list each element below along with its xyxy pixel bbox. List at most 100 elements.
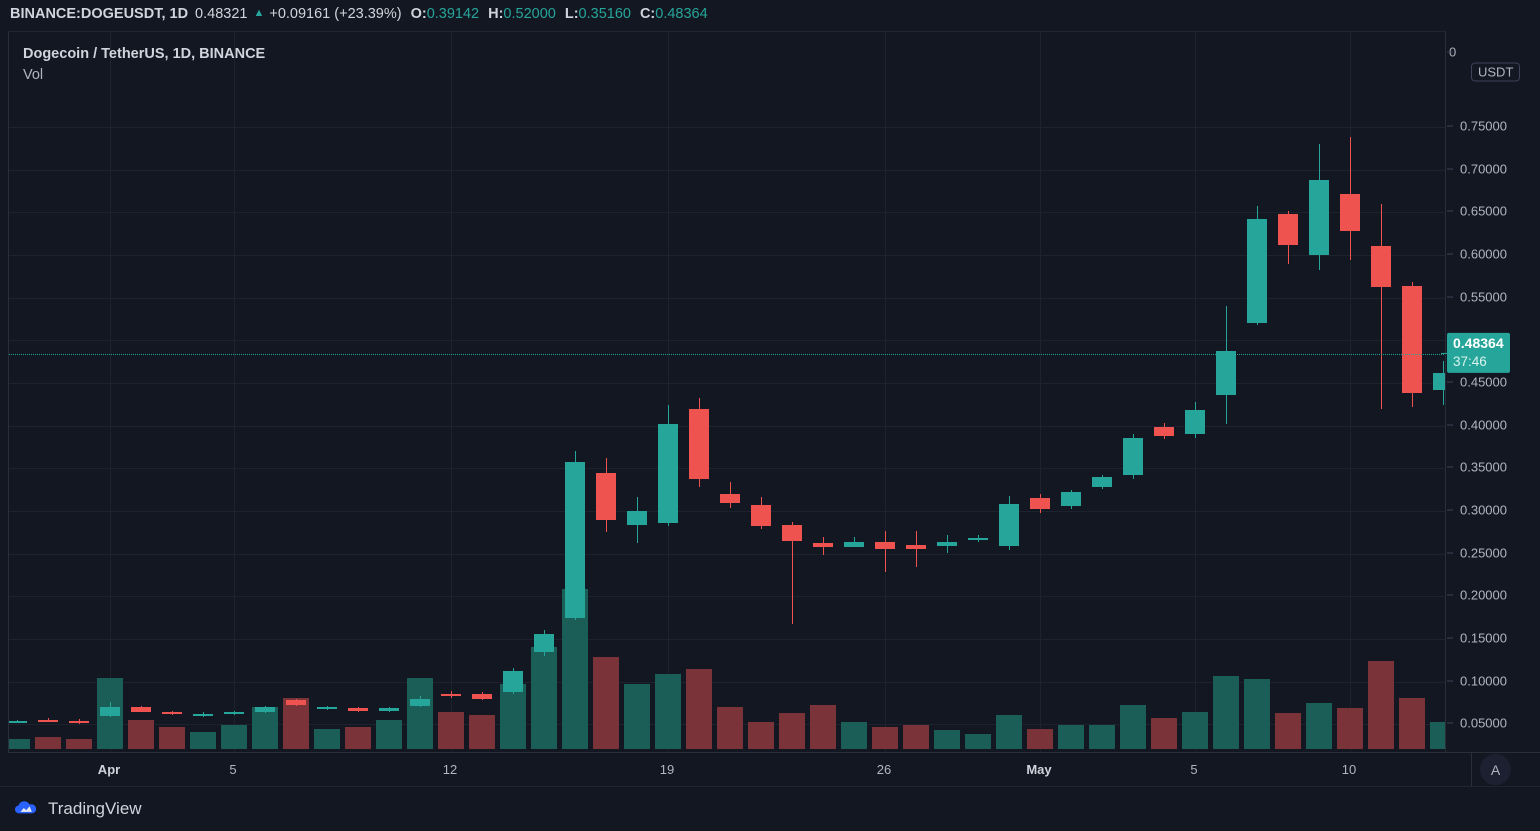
price-axis-tick: 0.75000	[1460, 118, 1507, 134]
price-axis-tick-mark	[1447, 466, 1453, 468]
candle-body	[720, 493, 740, 504]
candle-body	[1371, 246, 1391, 288]
chart-pane[interactable]: Dogecoin / TetherUS, 1D, BINANCE Vol	[8, 31, 1446, 753]
candle-body	[1123, 437, 1143, 476]
price-axis-tick-mark	[1447, 552, 1453, 554]
open-label: O:	[410, 6, 427, 22]
volume-bar	[469, 715, 495, 749]
volume-bar	[531, 647, 557, 749]
price-axis-tick-mark	[1447, 253, 1453, 255]
gridline-horizontal	[9, 554, 1446, 555]
change-up-arrow-icon: ▲	[253, 7, 265, 19]
price-axis-tick-mark	[1447, 722, 1453, 724]
price-axis-tick: 0.45000	[1460, 374, 1507, 390]
volume-bar	[500, 684, 526, 749]
volume-bar	[1027, 728, 1053, 749]
volume-bar	[841, 721, 867, 749]
legend-title[interactable]: Dogecoin / TetherUS, 1D, BINANCE	[23, 46, 266, 62]
gridline-horizontal	[9, 255, 1446, 256]
price-axis-tick-mark	[1447, 680, 1453, 682]
price-badge-stub	[1441, 353, 1449, 355]
tradingview-logo-icon[interactable]	[14, 796, 40, 822]
gridline-horizontal	[9, 639, 1446, 640]
time-axis-tick: 5	[229, 762, 237, 777]
candle-wick	[792, 522, 793, 624]
candle-body	[286, 700, 306, 705]
candle-body	[193, 713, 213, 716]
volume-bar	[1430, 721, 1446, 749]
price-axis-tick: 0.40000	[1460, 417, 1507, 433]
current-price-badge[interactable]: 0.48364 37:46	[1441, 333, 1510, 374]
candle-body	[906, 545, 926, 549]
symbol-label[interactable]: BINANCE:DOGEUSDT, 1D	[10, 6, 189, 22]
volume-bar	[190, 732, 216, 749]
volume-bar	[965, 733, 991, 749]
chart-legend: Dogecoin / TetherUS, 1D, BINANCE Vol	[23, 44, 265, 86]
price-axis-tick: 0.55000	[1460, 289, 1507, 305]
candle-body	[658, 423, 678, 523]
current-price-value: 0.48364	[1453, 335, 1504, 352]
time-axis[interactable]: A Apr 5 12 19 26 May 5 10	[8, 752, 1540, 786]
time-axis-tick: 12	[442, 762, 458, 777]
high-value: 0.52000	[503, 6, 556, 22]
gridline-horizontal	[9, 511, 1446, 512]
price-axis-tick-mark	[1447, 168, 1453, 170]
candle-body	[968, 538, 988, 541]
tradingview-brand[interactable]: TradingView	[48, 799, 142, 818]
gridline-vertical	[885, 32, 886, 753]
candle-body	[751, 505, 771, 527]
close-price-line	[9, 354, 1446, 356]
volume-bar	[1120, 704, 1146, 749]
candle-body	[1309, 179, 1329, 255]
candle-body	[131, 707, 151, 712]
candle-body	[565, 461, 585, 618]
legend-volume[interactable]: Vol	[23, 67, 44, 84]
gridline-horizontal	[9, 468, 1446, 469]
candle-body	[379, 708, 399, 711]
time-axis-tick: May	[1026, 762, 1052, 777]
volume-bar	[1151, 718, 1177, 749]
price-axis-unit: USDT	[1471, 62, 1521, 82]
candle-body	[689, 408, 709, 480]
gridline-vertical	[1195, 32, 1196, 753]
candle-wick	[79, 718, 80, 724]
volume-bar	[1368, 660, 1394, 749]
gridline-vertical	[1040, 32, 1041, 753]
open-value: 0.39142	[426, 6, 480, 22]
price-axis[interactable]: 0 USDT 0.750000.700000.650000.600000.550…	[1441, 31, 1540, 774]
volume-bar	[35, 737, 61, 749]
gridline-horizontal	[9, 383, 1446, 384]
candle-body	[1061, 492, 1081, 506]
volume-bar	[748, 721, 774, 749]
candle-body	[317, 707, 337, 710]
gridline-horizontal	[9, 298, 1446, 299]
price-axis-tick: 0.35000	[1460, 459, 1507, 475]
volume-bar	[903, 725, 929, 749]
last-price: 0.48321	[195, 6, 248, 22]
candle-wick	[854, 536, 855, 546]
price-axis-tick-mark	[1447, 51, 1453, 53]
volume-bar	[159, 726, 185, 749]
volume-bar	[810, 704, 836, 749]
close-value: 0.48364	[655, 6, 708, 22]
candle-body	[1247, 219, 1267, 324]
price-axis-tick-mark	[1447, 381, 1453, 383]
candle-body	[38, 720, 58, 723]
candle-body	[875, 541, 895, 549]
candle-body	[100, 707, 120, 716]
candle-wick	[48, 718, 49, 723]
candle-body	[534, 633, 554, 652]
price-axis-tick: 0.05000	[1460, 715, 1507, 731]
auto-scale-button[interactable]: A	[1480, 754, 1511, 785]
gridline-horizontal	[9, 127, 1446, 128]
candle-body	[1216, 350, 1236, 395]
price-axis-tick-mark	[1447, 424, 1453, 426]
candle-body	[1154, 427, 1174, 436]
volume-bar	[345, 726, 371, 749]
gridline-horizontal	[9, 426, 1446, 427]
time-axis-tick: 19	[659, 762, 675, 777]
volume-bar	[221, 725, 247, 749]
volume-bar	[1275, 713, 1301, 749]
volume-bar	[934, 730, 960, 749]
